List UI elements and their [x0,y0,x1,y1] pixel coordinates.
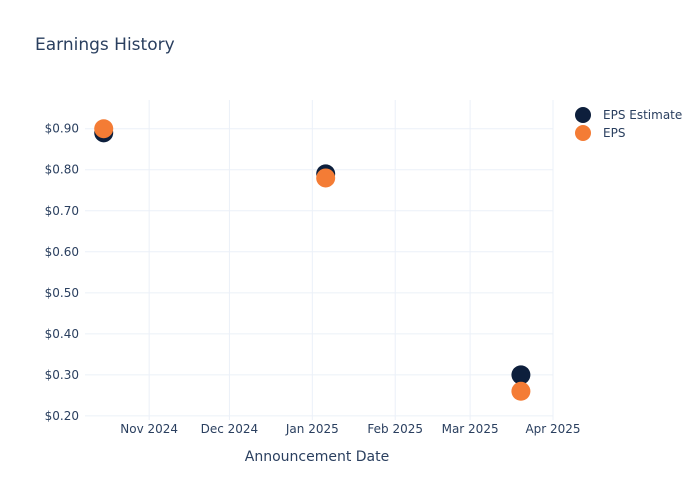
y-tick-label: $0.90 [45,122,79,136]
grid-layer [85,100,554,420]
y-tick-label: $0.30 [45,368,79,382]
x-tick-label: Jan 2025 [285,422,339,436]
x-axis-title: Announcement Date [245,449,389,465]
y-tick-label: $0.40 [45,327,79,341]
y-tick-label: $0.60 [45,245,79,259]
legend[interactable]: EPS Estimate EPS [575,107,682,141]
legend-marker-eps [575,125,591,141]
axis-layer: $0.20 $0.30 $0.40 $0.50 $0.60 $0.70 $0.80 $0.90… [45,122,581,436]
legend-item-eps-estimate[interactable]: EPS Estimate [575,107,682,123]
legend-marker-eps-estimate [575,107,591,123]
y-tick-label: $0.70 [45,204,79,218]
points-layer [94,119,531,401]
x-tick-label: Apr 2025 [525,422,580,436]
y-tick-label: $0.50 [45,286,79,300]
chart-title: Earnings History [35,35,175,55]
y-tick-label: $0.20 [45,409,79,423]
eps-estimate-point[interactable] [511,365,531,385]
x-tick-label: Nov 2024 [120,422,178,436]
x-tick-label: Dec 2024 [201,422,259,436]
eps-point[interactable] [94,119,114,139]
eps-point[interactable] [316,168,336,188]
eps-point[interactable] [511,381,531,401]
legend-label-eps-estimate: EPS Estimate [603,108,682,122]
legend-label-eps: EPS [603,126,625,140]
legend-item-eps[interactable]: EPS [575,125,625,141]
x-tick-label: Feb 2025 [367,422,423,436]
x-tick-label: Mar 2025 [442,422,499,436]
y-tick-label: $0.80 [45,163,79,177]
